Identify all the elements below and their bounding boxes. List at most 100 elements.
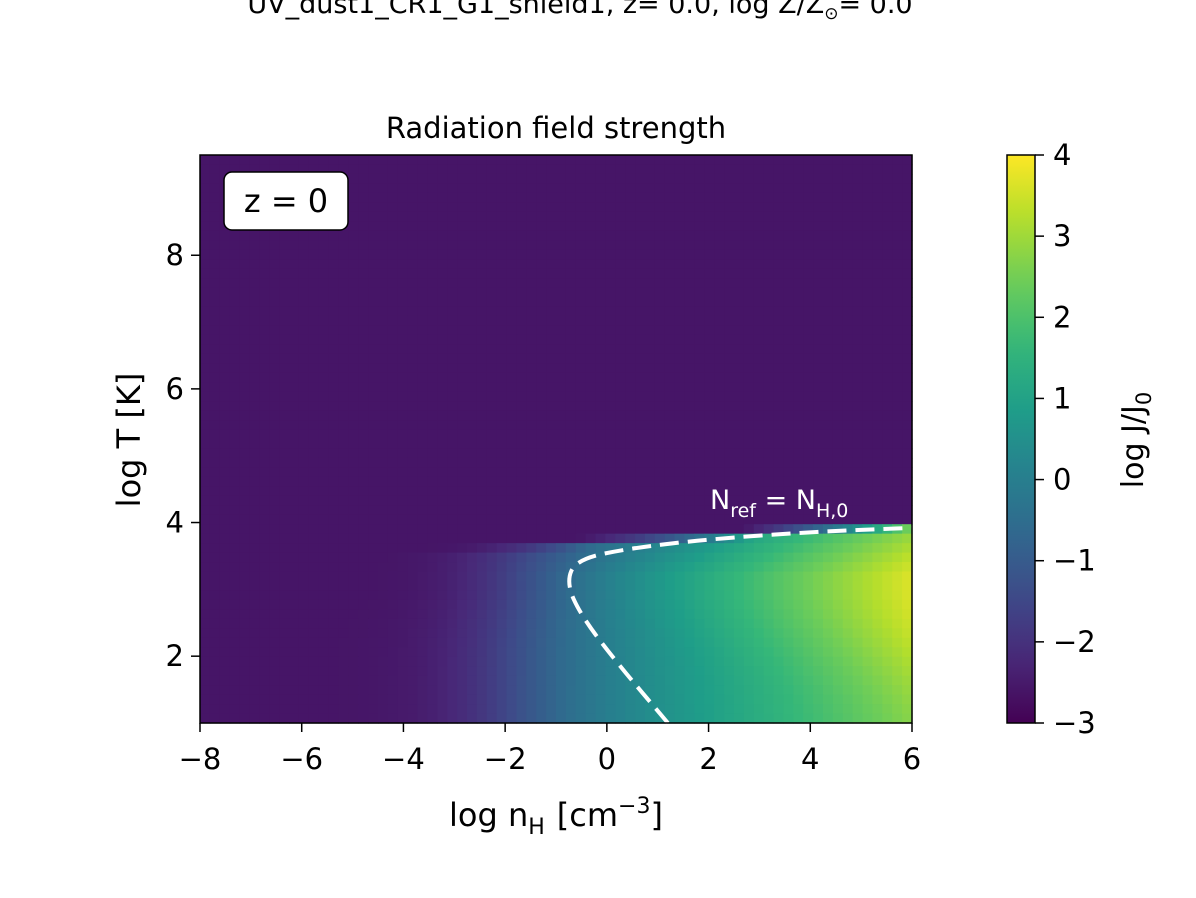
heatmap-cell xyxy=(743,420,755,431)
heatmap-cell xyxy=(348,656,359,667)
heatmap-cell xyxy=(773,505,785,516)
heatmap-cell xyxy=(289,429,300,440)
heatmap-cell xyxy=(516,666,527,677)
heatmap-cell xyxy=(506,410,518,421)
heatmap-cell xyxy=(783,230,794,241)
heatmap-cell xyxy=(209,164,221,175)
heatmap-cell xyxy=(605,315,616,326)
heatmap-cell xyxy=(298,656,310,667)
heatmap-cell xyxy=(743,552,755,563)
heatmap-cell xyxy=(397,221,409,232)
heatmap-cell xyxy=(743,344,755,355)
heatmap-cell xyxy=(476,543,488,554)
heatmap-cell xyxy=(447,164,458,175)
heatmap-cell xyxy=(635,202,646,213)
heatmap-cell xyxy=(704,382,715,393)
heatmap-cell xyxy=(852,486,864,497)
heatmap-cell xyxy=(209,344,221,355)
heatmap-cell xyxy=(743,268,755,279)
heatmap-cell xyxy=(615,297,626,308)
heatmap-cell xyxy=(615,505,626,516)
heatmap-cell xyxy=(516,713,527,724)
heatmap-cell xyxy=(457,704,468,715)
heatmap-cell xyxy=(397,249,409,260)
heatmap-cell xyxy=(595,211,607,222)
heatmap-cell xyxy=(239,590,251,601)
heatmap-cell xyxy=(457,543,468,554)
heatmap-cell xyxy=(714,372,725,383)
heatmap-cell xyxy=(664,514,676,525)
heatmap-cell xyxy=(298,704,310,715)
heatmap-cell xyxy=(229,505,241,516)
heatmap-cell xyxy=(427,656,438,667)
heatmap-cell xyxy=(842,618,854,629)
heatmap-cell xyxy=(595,202,607,213)
heatmap-cell xyxy=(832,552,844,563)
heatmap-cell xyxy=(229,344,241,355)
heatmap-cell xyxy=(635,476,646,487)
heatmap-cell xyxy=(308,637,320,648)
heatmap-cell xyxy=(585,495,597,506)
heatmap-cell xyxy=(575,666,587,677)
heatmap-cell xyxy=(427,315,438,326)
heatmap-cell xyxy=(842,240,854,251)
heatmap-cell xyxy=(575,363,587,374)
heatmap-cell xyxy=(813,401,824,412)
heatmap-cell xyxy=(585,713,597,724)
heatmap-cell xyxy=(249,590,260,601)
heatmap-cell xyxy=(457,221,468,232)
heatmap-cell xyxy=(585,647,597,658)
heatmap-cell xyxy=(368,694,379,705)
heatmap-cell xyxy=(368,656,379,667)
heatmap-cell xyxy=(615,211,626,222)
heatmap-cell xyxy=(743,524,755,535)
heatmap-cell xyxy=(773,647,785,658)
heatmap-cell xyxy=(239,420,251,431)
heatmap-cell xyxy=(664,410,676,421)
heatmap-cell xyxy=(615,476,626,487)
heatmap-cell xyxy=(823,410,834,421)
heatmap-cell xyxy=(358,609,369,620)
heatmap-cell xyxy=(892,420,903,431)
heatmap-cell xyxy=(773,268,785,279)
heatmap-cell xyxy=(249,155,260,166)
heatmap-cell xyxy=(506,675,518,686)
heatmap-cell xyxy=(348,495,359,506)
heatmap-cell xyxy=(219,666,231,677)
heatmap-cell xyxy=(743,666,755,677)
heatmap-cell xyxy=(872,533,883,544)
heatmap-cell xyxy=(308,495,320,506)
heatmap-cell xyxy=(694,562,705,573)
heatmap-cell xyxy=(763,230,775,241)
heatmap-cell xyxy=(585,457,597,468)
heatmap-cell xyxy=(823,268,834,279)
heatmap-cell xyxy=(289,287,300,298)
heatmap-cell xyxy=(714,287,725,298)
heatmap-cell xyxy=(813,495,824,506)
heatmap-cell xyxy=(259,268,270,279)
heatmap-cell xyxy=(892,382,903,393)
heatmap-cell xyxy=(457,637,468,648)
heatmap-cell xyxy=(635,637,646,648)
heatmap-cell xyxy=(219,315,231,326)
heatmap-cell xyxy=(862,562,874,573)
heatmap-cell xyxy=(724,372,735,383)
heatmap-cell xyxy=(387,439,399,450)
heatmap-cell xyxy=(447,240,458,251)
heatmap-cell xyxy=(872,164,883,175)
heatmap-cell xyxy=(249,562,260,573)
heatmap-cell xyxy=(209,533,221,544)
heatmap-cell xyxy=(407,713,419,724)
heatmap-cell xyxy=(813,618,824,629)
heatmap-cell xyxy=(635,240,646,251)
heatmap-cell xyxy=(259,457,270,468)
heatmap-cell xyxy=(516,202,527,213)
heatmap-cell xyxy=(239,675,251,686)
heatmap-cell xyxy=(556,599,567,610)
heatmap-cell xyxy=(852,552,864,563)
heatmap-cell xyxy=(585,173,597,184)
heatmap-cell xyxy=(684,704,696,715)
heatmap-cell xyxy=(842,457,854,468)
heatmap-cell xyxy=(684,240,696,251)
heatmap-cell xyxy=(259,429,270,440)
